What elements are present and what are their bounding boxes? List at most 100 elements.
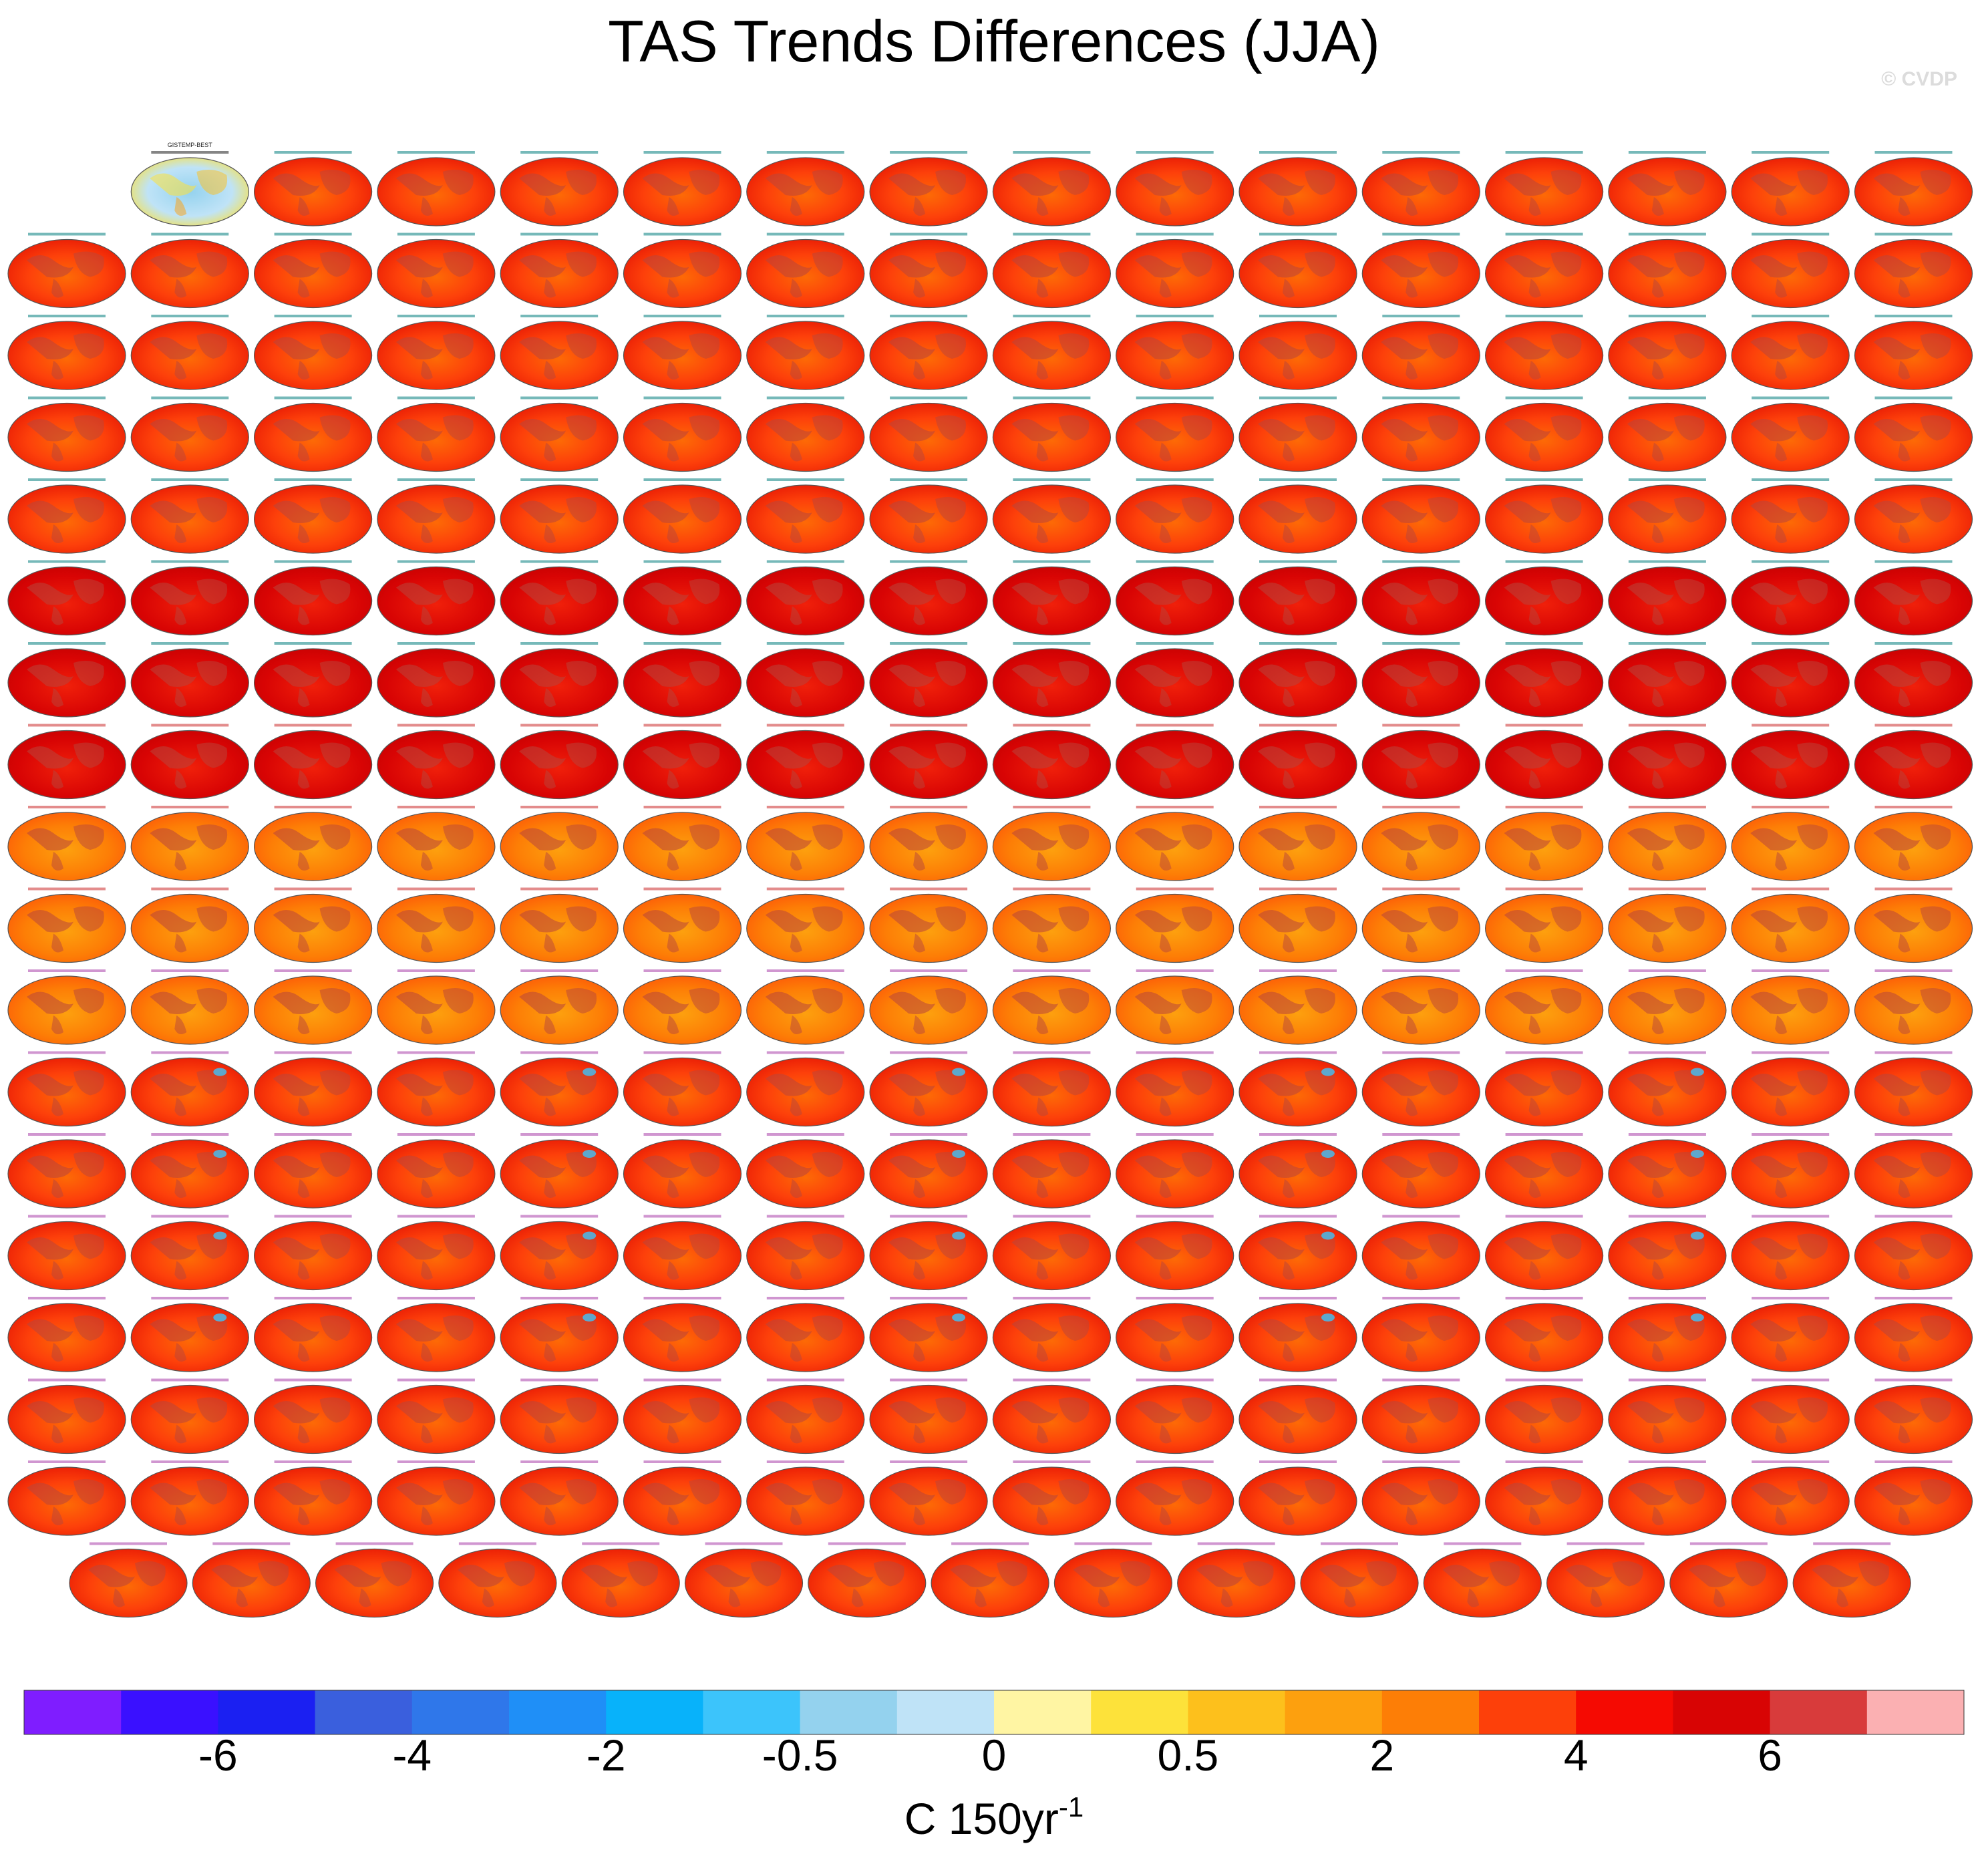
continent-shape bbox=[1673, 169, 1705, 195]
continent-shape bbox=[812, 1233, 843, 1259]
continent-shape bbox=[935, 1315, 966, 1341]
panel-label-line bbox=[1874, 232, 1953, 236]
continent-shape bbox=[765, 337, 812, 359]
continent-shape bbox=[1283, 852, 1295, 871]
panel-label-line bbox=[1628, 232, 1706, 236]
map-panel bbox=[254, 724, 373, 800]
panel-label-line bbox=[397, 315, 475, 317]
continent-shape bbox=[544, 361, 556, 380]
panel-label-line bbox=[1136, 232, 1214, 236]
map-panel bbox=[254, 642, 373, 718]
panel-label-line bbox=[274, 315, 352, 317]
continent-shape bbox=[258, 1561, 289, 1587]
panel-label-line bbox=[28, 560, 106, 563]
map-panel bbox=[1423, 1542, 1542, 1618]
continent-shape bbox=[913, 1016, 926, 1035]
continent-shape bbox=[1873, 746, 1921, 769]
map-panel bbox=[869, 1133, 988, 1209]
continent-shape bbox=[27, 419, 73, 442]
continent-shape bbox=[627, 1561, 659, 1587]
continent-shape bbox=[519, 1483, 566, 1505]
continent-shape bbox=[765, 1237, 812, 1260]
continent-shape bbox=[1750, 991, 1798, 1014]
continent-shape bbox=[273, 746, 320, 769]
continent-shape bbox=[1036, 1016, 1049, 1035]
panel-label-line bbox=[1136, 1460, 1214, 1463]
continent-shape bbox=[73, 1479, 104, 1505]
panel-label-line bbox=[1628, 1215, 1706, 1218]
colorbar-swatch bbox=[411, 1690, 510, 1734]
map-panel bbox=[1485, 1051, 1604, 1127]
continent-shape bbox=[1920, 333, 1951, 359]
continent-shape bbox=[913, 770, 926, 789]
continent-shape bbox=[1873, 910, 1921, 933]
map-panel bbox=[377, 1051, 496, 1127]
continent-shape bbox=[812, 333, 843, 359]
continent-shape bbox=[1775, 688, 1788, 708]
continent-shape bbox=[689, 1070, 720, 1096]
continent-shape bbox=[1775, 1016, 1788, 1035]
continent-shape bbox=[1550, 660, 1582, 686]
continent-shape bbox=[1528, 1261, 1541, 1280]
continent-shape bbox=[1750, 173, 1798, 196]
map-panel bbox=[254, 806, 373, 881]
panel-label-line bbox=[1259, 806, 1337, 808]
map-panel bbox=[1485, 1215, 1604, 1291]
map-panel bbox=[869, 969, 988, 1045]
continent-shape bbox=[297, 770, 310, 789]
panel-label-line bbox=[520, 1215, 599, 1218]
continent-shape bbox=[1775, 852, 1788, 871]
continent-shape bbox=[1873, 828, 1921, 850]
continent-shape bbox=[1073, 1565, 1120, 1587]
map-panel bbox=[623, 642, 742, 718]
panel-label-line bbox=[1382, 478, 1460, 481]
continent-shape bbox=[703, 1565, 751, 1587]
continent-shape bbox=[1258, 1155, 1305, 1178]
continent-shape bbox=[1528, 524, 1541, 544]
panel-label-line bbox=[397, 1051, 475, 1054]
panel-label-line bbox=[643, 315, 721, 317]
continent-shape bbox=[1797, 1151, 1828, 1177]
panel-label-line bbox=[1874, 1378, 1953, 1382]
continent-shape bbox=[1366, 1561, 1397, 1587]
map-panel bbox=[1485, 396, 1604, 472]
panel-label-line bbox=[520, 1297, 599, 1299]
map-panel bbox=[1116, 232, 1234, 309]
colorbar: -6 -4 -2 -0.5 0 0.5 2 4 6 bbox=[23, 1690, 1965, 1780]
map-panel bbox=[130, 315, 249, 390]
continent-shape bbox=[196, 579, 228, 605]
continent-shape bbox=[174, 606, 187, 625]
map-panel bbox=[1608, 1378, 1727, 1454]
panel-label-line bbox=[1259, 969, 1337, 972]
map-panel bbox=[1238, 1460, 1357, 1536]
panel-label-line bbox=[335, 1542, 413, 1545]
continent-shape bbox=[667, 770, 679, 789]
continent-shape bbox=[642, 910, 689, 933]
continent-shape bbox=[1134, 173, 1182, 196]
continent-shape bbox=[1713, 1588, 1725, 1607]
continent-shape bbox=[812, 987, 843, 1014]
continent-shape bbox=[174, 852, 187, 871]
panel-label-line bbox=[28, 887, 106, 891]
continent-shape bbox=[544, 1261, 556, 1280]
panel-label-line bbox=[890, 151, 968, 154]
continent-shape bbox=[196, 1070, 228, 1096]
map-panel bbox=[746, 151, 865, 226]
continent-shape bbox=[1381, 1074, 1428, 1096]
continent-shape bbox=[1305, 742, 1335, 768]
continent-shape bbox=[1898, 1016, 1911, 1035]
continent-shape bbox=[273, 255, 320, 278]
continent-shape bbox=[297, 524, 310, 544]
continent-shape bbox=[1058, 906, 1090, 932]
continent-shape bbox=[1651, 1097, 1664, 1116]
map-panel bbox=[1361, 232, 1480, 309]
map-panel bbox=[377, 151, 496, 226]
continent-shape bbox=[297, 852, 310, 871]
panel-label-line bbox=[1382, 396, 1460, 400]
continent-shape bbox=[196, 1397, 228, 1423]
continent-shape bbox=[544, 442, 556, 462]
cool-anomaly bbox=[952, 1231, 966, 1240]
panel-label-line bbox=[1874, 806, 1953, 808]
continent-shape bbox=[1405, 1343, 1418, 1362]
map-panel bbox=[254, 151, 373, 226]
